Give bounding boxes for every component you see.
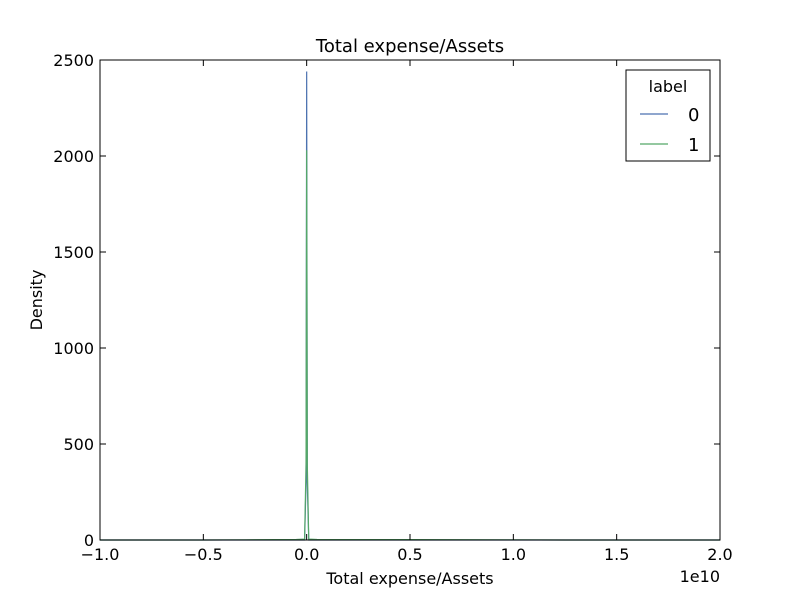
series-line-1 <box>100 150 720 541</box>
legend-entry-1: 1 <box>688 135 699 156</box>
x-tick-label: −1.0 <box>81 545 120 564</box>
y-axis-label: Density <box>27 270 46 331</box>
y-tick-label: 500 <box>63 435 94 454</box>
chart-title: Total expense/Assets <box>315 36 504 57</box>
x-tick-label: 2.0 <box>707 545 732 564</box>
x-offset-label: 1e10 <box>680 567 720 586</box>
x-tick-label: 1.0 <box>501 545 526 564</box>
legend: label 0 1 <box>625 69 711 162</box>
legend-entry-0: 0 <box>688 105 699 126</box>
x-tick-label: 0.0 <box>294 545 319 564</box>
x-tick-label: −0.5 <box>184 545 223 564</box>
y-axis: 0 500 1000 1500 2000 2500 <box>53 51 720 550</box>
y-tick-label: 2000 <box>53 147 94 166</box>
x-tick-label: 0.5 <box>397 545 422 564</box>
y-tick-label: 1500 <box>53 243 94 262</box>
y-tick-label: 2500 <box>53 51 94 70</box>
y-tick-label: 0 <box>84 531 94 550</box>
legend-title: label <box>649 77 688 96</box>
y-tick-label: 1000 <box>53 339 94 358</box>
x-axis: −1.0 −0.5 0.0 0.5 1.0 1.5 2.0 <box>81 60 733 564</box>
x-axis-label: Total expense/Assets <box>325 569 493 588</box>
x-tick-label: 1.5 <box>604 545 629 564</box>
legend-box <box>625 69 711 162</box>
